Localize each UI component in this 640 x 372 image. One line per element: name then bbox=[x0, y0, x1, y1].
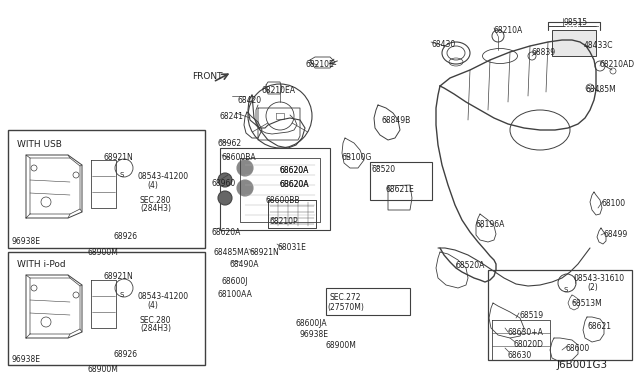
Text: 98515: 98515 bbox=[563, 18, 587, 27]
Text: 68210P: 68210P bbox=[270, 217, 299, 226]
Text: (2): (2) bbox=[587, 283, 598, 292]
Text: SEC.280: SEC.280 bbox=[140, 316, 172, 325]
Text: 68420: 68420 bbox=[237, 96, 261, 105]
Text: 08543-31610: 08543-31610 bbox=[573, 274, 624, 283]
Text: 68630+A: 68630+A bbox=[507, 328, 543, 337]
Text: 68926: 68926 bbox=[113, 232, 137, 241]
Text: 68926: 68926 bbox=[113, 350, 137, 359]
Text: 48433C: 48433C bbox=[584, 41, 614, 50]
Text: 68900M: 68900M bbox=[87, 365, 118, 372]
Text: (27570M): (27570M) bbox=[327, 303, 364, 312]
Text: 68600J: 68600J bbox=[222, 277, 248, 286]
Text: 68210EA: 68210EA bbox=[261, 86, 295, 95]
Text: 68485MA: 68485MA bbox=[213, 248, 249, 257]
Text: 68100AA: 68100AA bbox=[218, 290, 253, 299]
Text: 08543-41200: 08543-41200 bbox=[138, 292, 189, 301]
Text: 68921N: 68921N bbox=[103, 272, 132, 281]
Text: 68921N: 68921N bbox=[103, 153, 132, 162]
Text: J6B001G3: J6B001G3 bbox=[557, 360, 608, 370]
Text: 6B100G: 6B100G bbox=[342, 153, 372, 162]
Circle shape bbox=[237, 160, 253, 176]
Text: (284H3): (284H3) bbox=[140, 204, 171, 213]
Bar bbox=[552, 30, 596, 56]
Text: 96938E: 96938E bbox=[300, 330, 329, 339]
Text: 68621E: 68621E bbox=[386, 185, 415, 194]
Text: S: S bbox=[563, 287, 568, 293]
Bar bbox=[220, 148, 330, 230]
Text: 68621: 68621 bbox=[588, 322, 612, 331]
Text: 68962: 68962 bbox=[218, 139, 242, 148]
Text: WITH i-Pod: WITH i-Pod bbox=[17, 260, 66, 269]
Bar bbox=[8, 252, 205, 365]
Text: (4): (4) bbox=[147, 301, 158, 310]
Text: 68031E: 68031E bbox=[277, 243, 306, 252]
Text: 68490A: 68490A bbox=[230, 260, 259, 269]
Text: 68849B: 68849B bbox=[382, 116, 412, 125]
Text: 68620A: 68620A bbox=[279, 180, 308, 189]
Circle shape bbox=[610, 68, 616, 74]
Text: 68520A: 68520A bbox=[456, 261, 485, 270]
Text: 68620A: 68620A bbox=[211, 228, 241, 237]
Text: 68921N: 68921N bbox=[249, 248, 279, 257]
Text: S: S bbox=[120, 172, 124, 178]
Text: 68499: 68499 bbox=[603, 230, 627, 239]
Text: WITH USB: WITH USB bbox=[17, 140, 62, 149]
Text: 08543-41200: 08543-41200 bbox=[138, 172, 189, 181]
Text: 68620A: 68620A bbox=[279, 166, 308, 175]
Bar bbox=[326, 288, 410, 315]
Text: 68513M: 68513M bbox=[572, 299, 603, 308]
Text: S: S bbox=[120, 292, 124, 298]
Text: 68600BB: 68600BB bbox=[265, 196, 300, 205]
Text: 6B620A: 6B620A bbox=[279, 180, 308, 189]
Text: 68520: 68520 bbox=[371, 165, 395, 174]
Circle shape bbox=[115, 279, 133, 297]
Text: 96938E: 96938E bbox=[11, 237, 40, 246]
Text: 68485M: 68485M bbox=[586, 85, 617, 94]
Text: SEC.272: SEC.272 bbox=[330, 293, 362, 302]
Text: 68620A: 68620A bbox=[279, 166, 308, 175]
Text: 68210E: 68210E bbox=[305, 60, 333, 69]
Circle shape bbox=[558, 274, 576, 292]
Text: 68900M: 68900M bbox=[325, 341, 356, 350]
Text: (4): (4) bbox=[147, 181, 158, 190]
Text: 68600BA: 68600BA bbox=[221, 153, 255, 162]
Circle shape bbox=[115, 159, 133, 177]
Text: 68430: 68430 bbox=[431, 40, 455, 49]
Text: 68960: 68960 bbox=[211, 179, 236, 188]
Text: SEC.280: SEC.280 bbox=[140, 196, 172, 205]
Bar bbox=[8, 130, 205, 248]
Text: 68839: 68839 bbox=[532, 48, 556, 57]
Text: 68210AD: 68210AD bbox=[600, 60, 635, 69]
Text: 68196A: 68196A bbox=[476, 220, 506, 229]
Text: 68210A: 68210A bbox=[493, 26, 522, 35]
Circle shape bbox=[237, 180, 253, 196]
Text: 68600: 68600 bbox=[566, 344, 590, 353]
Text: FRONT: FRONT bbox=[192, 72, 223, 81]
Text: 68100: 68100 bbox=[601, 199, 625, 208]
Circle shape bbox=[218, 191, 232, 205]
Text: 68241: 68241 bbox=[219, 112, 243, 121]
Text: 68519: 68519 bbox=[519, 311, 543, 320]
Bar bbox=[370, 162, 432, 200]
Text: 68600JA: 68600JA bbox=[296, 319, 328, 328]
Circle shape bbox=[218, 173, 232, 187]
Bar bbox=[488, 270, 632, 360]
Text: 96938E: 96938E bbox=[11, 355, 40, 364]
Text: (284H3): (284H3) bbox=[140, 324, 171, 333]
Text: 68630: 68630 bbox=[507, 351, 531, 360]
Text: 68900M: 68900M bbox=[87, 248, 118, 257]
Text: 68020D: 68020D bbox=[513, 340, 543, 349]
